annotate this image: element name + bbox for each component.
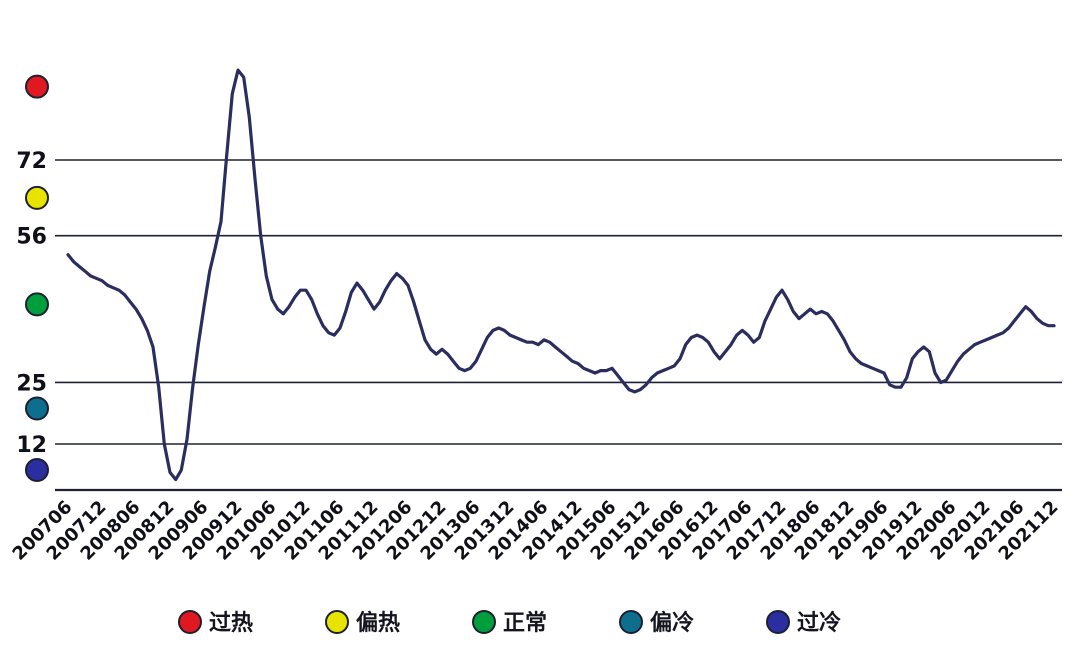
y-axis-tick-label: 56 — [16, 225, 47, 250]
y-axis-tick-label: 72 — [16, 149, 47, 174]
zone-marker-slightly-hot-icon — [25, 185, 49, 210]
legend-normal-icon — [472, 610, 496, 634]
legend-overcooled-icon — [766, 610, 790, 634]
zone-marker-dots — [25, 74, 49, 483]
legend-label: 偏冷 — [650, 610, 694, 636]
legend-label: 偏热 — [356, 610, 400, 636]
index-line-series — [66, 68, 1056, 482]
zone-marker-slightly-cold-icon — [25, 396, 49, 421]
legend-label: 过热 — [209, 610, 253, 636]
zone-marker-overcooled-icon — [25, 458, 49, 483]
legend-slightly-hot-icon — [325, 610, 349, 634]
zone-marker-normal-icon — [25, 292, 49, 317]
gridlines — [55, 159, 1062, 492]
legend-overheated-icon — [178, 610, 202, 634]
index-line — [66, 68, 1056, 482]
legend-label: 过冷 — [797, 610, 841, 636]
legend-item-slightly-cold: 偏冷 — [619, 610, 694, 636]
legend-item-overcooled: 过冷 — [766, 610, 841, 636]
legend: 过热 偏热 正常 偏冷 过冷 — [178, 610, 841, 636]
x-axis-labels: 2007062007122008062008122009062009122010… — [9, 497, 1063, 565]
y-axis-labels: 72 56 25 12 — [16, 149, 47, 458]
zone-marker-overheated-icon — [25, 74, 49, 99]
legend-item-normal: 正常 — [472, 610, 547, 636]
legend-item-slightly-hot: 偏热 — [325, 610, 400, 636]
legend-item-overheated: 过热 — [178, 610, 253, 636]
legend-slightly-cold-icon — [619, 610, 643, 634]
legend-label: 正常 — [503, 610, 547, 636]
y-axis-tick-label: 12 — [16, 433, 47, 458]
y-axis-tick-label: 25 — [16, 371, 47, 396]
